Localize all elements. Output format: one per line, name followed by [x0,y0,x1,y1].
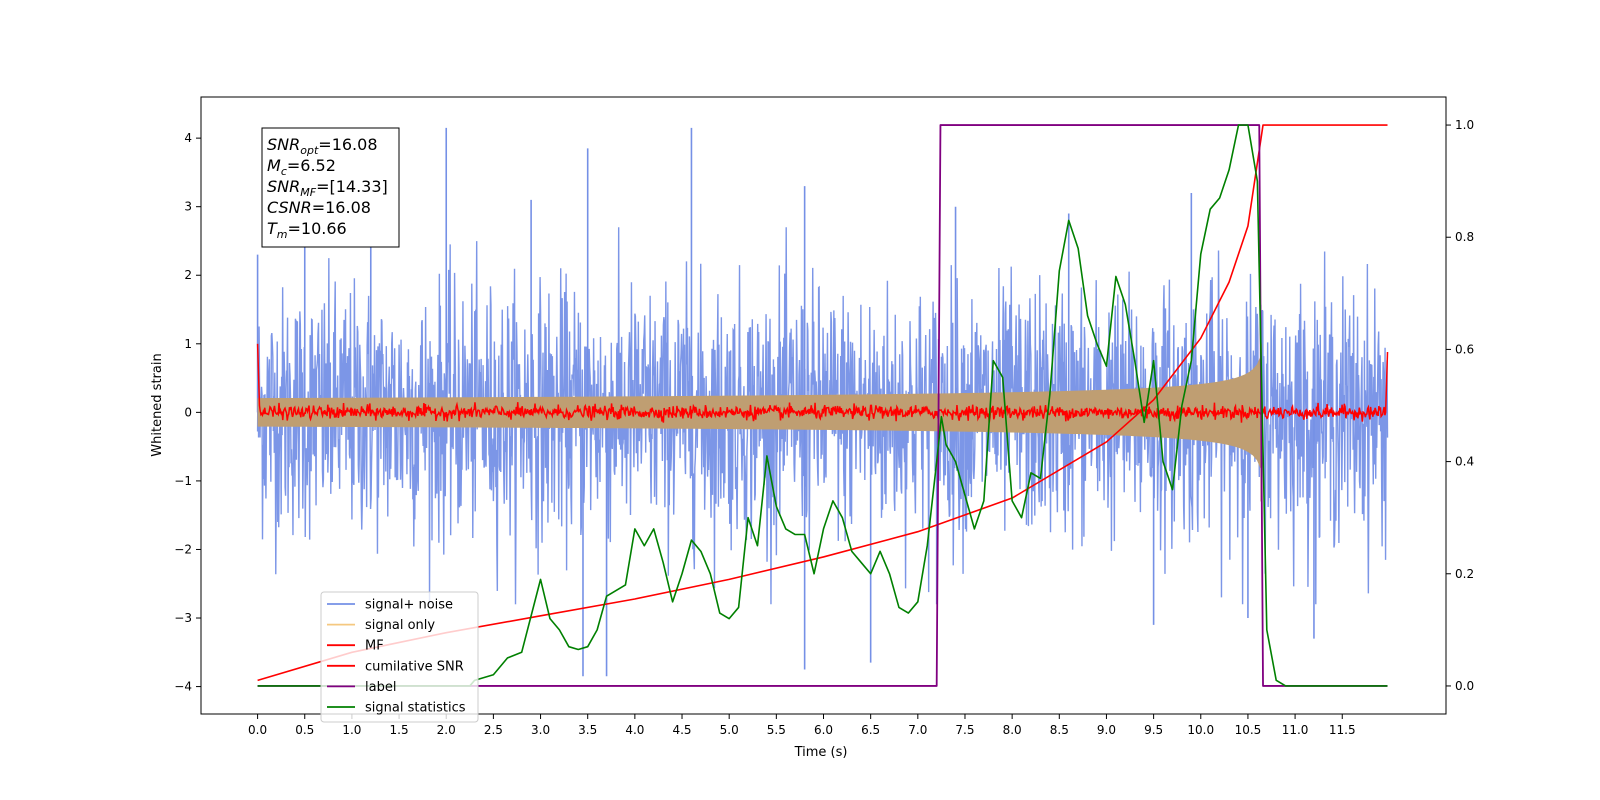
y-tick-label: −2 [174,542,192,556]
x-tick-label: 0.5 [295,723,314,737]
x-tick-label: 8.5 [1050,723,1069,737]
y-right-tick-label: 0.4 [1455,455,1474,469]
x-tick-label: 1.0 [342,723,361,737]
y-tick-label: 4 [184,131,192,145]
annotation-line: CSNR=16.08 [267,198,371,217]
y-right-tick-label: 1.0 [1455,118,1474,132]
legend: signal+ noise signal only MF cumilative SNR… [320,591,479,723]
annotation-line: Mc=6.52 [267,156,336,178]
x-tick-label: 9.0 [1097,723,1116,737]
x-tick-label: 6.5 [861,723,880,737]
x-tick-label: 4.0 [625,723,644,737]
legend-entry: cumilative SNR [365,659,464,674]
x-tick-label: 10.5 [1235,723,1262,737]
y-right-tick-label: 0.8 [1455,230,1474,244]
y-axis-label: Whitened strain [150,353,165,456]
x-tick-label: 11.5 [1329,723,1356,737]
y-tick-label: 1 [184,337,192,351]
x-tick-label: 5.0 [720,723,739,737]
y-right-tick-label: 0.2 [1455,567,1474,581]
x-axis-label: Time (s) [794,745,848,760]
y-tick-label: 0 [184,405,192,419]
x-tick-label: 1.5 [390,723,409,737]
legend-entry: MF [365,639,384,654]
x-tick-label: 11.0 [1282,723,1309,737]
y-right-tick-label: 0.6 [1455,342,1474,356]
x-tick-label: 9.5 [1144,723,1163,737]
x-tick-label: 8.0 [1003,723,1022,737]
x-tick-label: 4.5 [672,723,691,737]
series-cumulative-snr-line [257,124,1388,682]
annotation-box: SNRopt=16.08Mc=6.52SNRMF=[14.33]CSNR=16.… [261,127,400,248]
x-tick-label: 10.0 [1187,723,1214,737]
series-signal-statistics-line [257,124,1388,687]
y-axis-right: 1.0 0.8 0.6 0.4 0.2 0.0 [1446,118,1474,693]
x-tick-label: 2.5 [484,723,503,737]
legend-entry: signal statistics [365,701,466,716]
x-tick-label: 0.0 [248,723,267,737]
y-tick-label: 3 [184,200,192,214]
x-tick-label: 3.5 [578,723,597,737]
annotation-frame [261,127,400,248]
y-tick-label: 2 [184,268,192,282]
y-tick-label: −1 [174,474,192,488]
legend-entry: signal only [365,618,435,633]
legend-frame [320,591,479,723]
annotation-line: SNRMF=[14.33] [267,177,388,199]
y-tick-label: −3 [174,611,192,625]
x-axis: 0.0 0.5 1.0 1.5 2.0 2.5 3.0 3.5 4.0 4.5 5.0 5.5 6.0 6… [248,714,1356,737]
legend-entry: label [365,680,396,695]
y-tick-label: −4 [174,680,192,694]
series-label-line [257,124,1388,687]
y-right-tick-label: 0.0 [1455,679,1474,693]
x-tick-label: 7.0 [908,723,927,737]
annotation-line: Tm=10.66 [267,219,347,241]
x-tick-label: 3.0 [531,723,550,737]
legend-entry: signal+ noise [365,598,453,613]
x-tick-label: 7.5 [955,723,974,737]
x-tick-label: 5.5 [767,723,786,737]
annotation-line: SNRopt=16.08 [267,135,378,157]
y-axis-left: 4 3 2 1 0 −1 −2 −3 −4 [174,131,201,694]
x-tick-label: 2.0 [437,723,456,737]
x-tick-label: 6.0 [814,723,833,737]
series-mf-line [256,343,1389,423]
